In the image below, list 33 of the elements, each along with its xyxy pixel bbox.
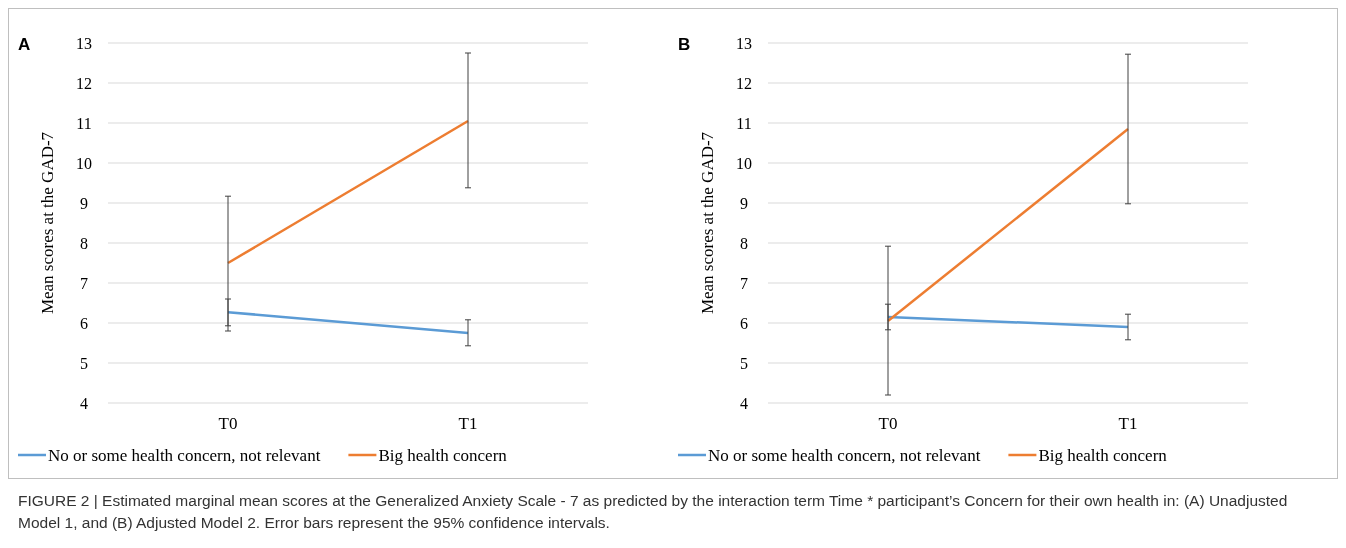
legend-label: No or some health concern, not relevant xyxy=(708,446,981,465)
legend-label: Big health concern xyxy=(378,446,508,465)
y-tick-label: 13 xyxy=(736,34,752,52)
y-tick-label: 8 xyxy=(740,234,748,252)
legend-label: Big health concern xyxy=(1038,446,1168,465)
legend-label: No or some health concern, not relevant xyxy=(48,446,321,465)
x-tick-label: T0 xyxy=(878,414,898,433)
caption: FIGURE 2 | Estimated marginal mean scores at the Generalized Anxiety Scale - 7 as predicted by the interaction term Time * participant’s Concern for their own health in: (A) Unadjusted Model 1, and (B) Adjusted Model 2. Error bars represent the 95% confidence intervals. xyxy=(18,491,1289,533)
chart-title: B xyxy=(678,35,691,54)
y-tick-label: 12 xyxy=(76,74,92,92)
x-tick-label: T1 xyxy=(458,414,478,433)
y-axis-title: Mean scores at the GAD-7 xyxy=(698,131,717,315)
y-tick-label: 5 xyxy=(80,354,88,372)
x-tick-label: T0 xyxy=(218,414,238,433)
y-tick-label: 9 xyxy=(740,194,748,212)
y-tick-label: 6 xyxy=(740,314,748,332)
y-tick-label: 7 xyxy=(740,274,748,292)
y-axis-title: Mean scores at the GAD-7 xyxy=(38,131,57,315)
y-tick-label: 13 xyxy=(76,34,92,52)
y-tick-label: 8 xyxy=(80,234,88,252)
y-tick-label: 4 xyxy=(80,394,88,412)
chart-title: A xyxy=(18,35,31,54)
y-tick-label: 4 xyxy=(740,394,748,412)
y-tick-label: 5 xyxy=(740,354,748,372)
y-tick-label: 11 xyxy=(76,114,92,132)
y-tick-label: 11 xyxy=(736,114,752,132)
y-tick-label: 7 xyxy=(80,274,88,292)
y-tick-label: 12 xyxy=(736,74,752,92)
y-tick-label: 9 xyxy=(80,194,88,212)
y-tick-label: 10 xyxy=(736,154,752,172)
y-tick-label: 10 xyxy=(76,154,92,172)
y-tick-label: 6 xyxy=(80,314,88,332)
x-tick-label: T1 xyxy=(1118,414,1138,433)
